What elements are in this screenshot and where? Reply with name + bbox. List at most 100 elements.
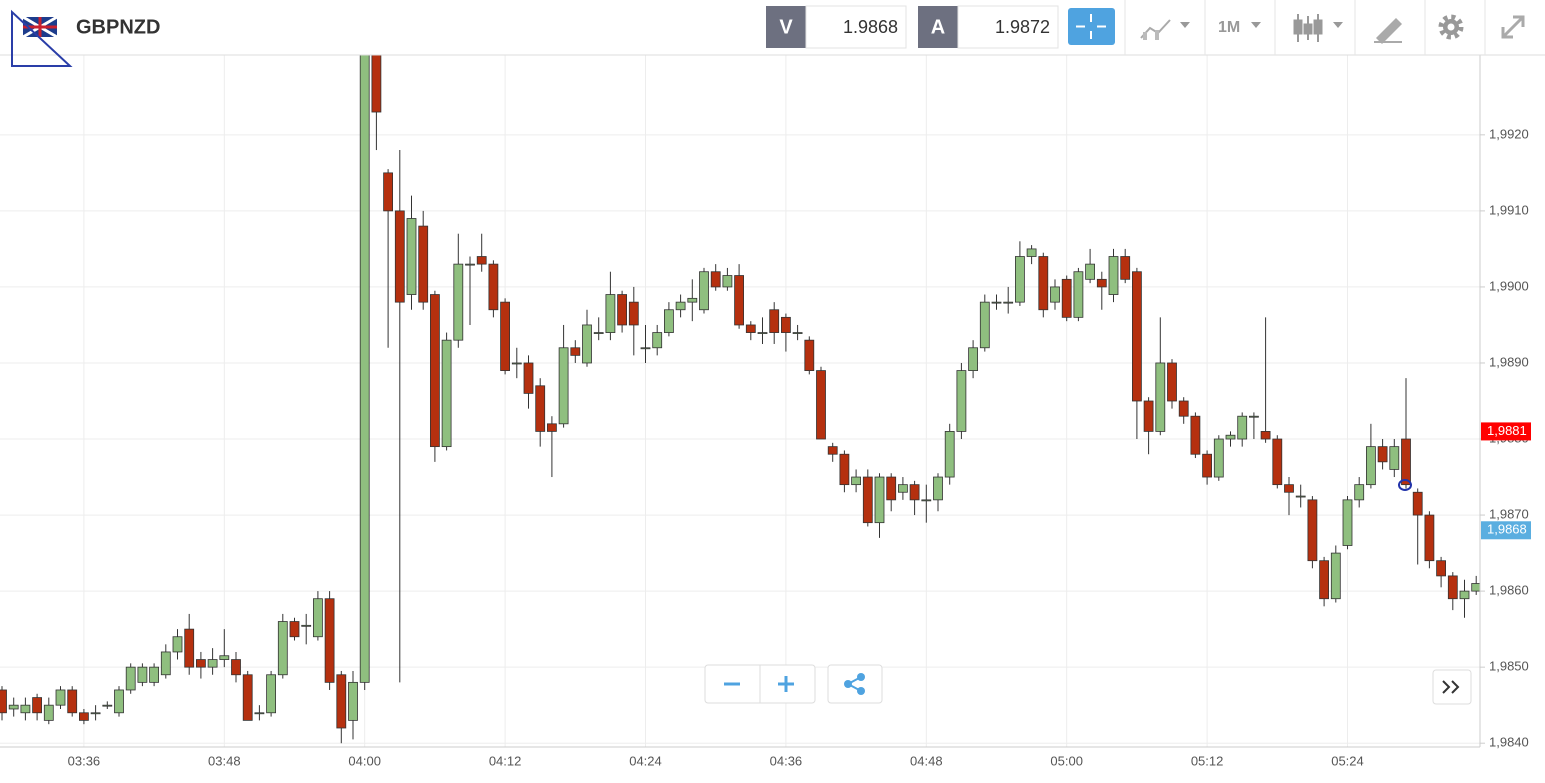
plot-area	[0, 55, 1480, 744]
candle-body	[675, 301, 686, 311]
drawing-tool-shape	[11, 9, 73, 67]
candle-body	[1026, 248, 1037, 257]
candle-body	[406, 218, 417, 295]
candle-body	[8, 704, 19, 710]
candle-body	[1319, 560, 1329, 600]
candle-body	[839, 453, 850, 486]
candle-body	[652, 332, 663, 349]
bid-box[interactable]	[805, 5, 907, 49]
x-tick-label: 04:24	[629, 753, 662, 768]
x-tick-label: 05:12	[1191, 753, 1224, 768]
x-tick-label: 04:36	[770, 753, 803, 768]
scroll-right-icon	[1442, 680, 1460, 694]
candle-body	[1167, 362, 1177, 402]
candle-body	[1354, 484, 1365, 501]
crosshair-button[interactable]	[1068, 8, 1115, 45]
candle-body	[570, 347, 581, 356]
timeframe[interactable]: 1M	[1218, 19, 1240, 36]
candle-body	[1096, 278, 1107, 288]
y-tick-label: 1,9840	[1489, 735, 1529, 750]
candle-body	[944, 431, 955, 478]
candle-body	[1447, 575, 1458, 600]
candle-body	[617, 294, 627, 326]
y-tick-label: 1,9860	[1489, 583, 1529, 598]
candle-body	[1143, 400, 1154, 432]
candle-body	[640, 347, 651, 350]
candle-style-button[interactable]	[1293, 14, 1343, 42]
candle-body	[1260, 431, 1271, 440]
candle-body	[254, 712, 265, 715]
candle-body	[827, 446, 838, 455]
candle-body	[149, 666, 160, 683]
chart-type-button[interactable]	[1140, 19, 1190, 40]
x-tick-label: 04:48	[910, 753, 943, 768]
candle-body	[1284, 484, 1294, 493]
drawing-button[interactable]	[1374, 18, 1402, 44]
candle-body	[1155, 362, 1166, 432]
candle-body	[558, 347, 569, 425]
ask-badge[interactable]	[918, 6, 958, 48]
candle-body	[79, 712, 89, 721]
candle-body	[1436, 560, 1446, 577]
candle-body	[781, 316, 791, 333]
scroll-right-button[interactable]	[1432, 669, 1472, 705]
timeframe-dropdown[interactable]	[1251, 22, 1261, 28]
candle-body	[0, 689, 7, 714]
candle-body	[429, 294, 440, 448]
candle-body	[745, 324, 756, 333]
candle-body	[1459, 590, 1470, 600]
candle-body	[67, 689, 78, 714]
settings-button[interactable]	[1438, 14, 1464, 40]
candle-body	[312, 598, 323, 638]
candle-body	[1412, 491, 1423, 516]
candle-body	[1424, 514, 1435, 562]
symbol: GBPNZD	[76, 16, 160, 38]
x-tick-label: 05:00	[1050, 753, 1083, 768]
candle-body	[851, 476, 861, 486]
candle-body	[394, 210, 405, 303]
candle-body	[547, 423, 557, 432]
x-tick-label: 04:00	[348, 753, 381, 768]
candle-body	[687, 297, 698, 303]
bid-badge[interactable]	[766, 6, 806, 48]
fullscreen-button[interactable]	[1501, 15, 1525, 39]
candle-body	[1225, 434, 1236, 440]
candle-body	[1038, 256, 1049, 311]
candle-body	[359, 55, 370, 683]
price-badge	[1481, 521, 1531, 540]
x-tick-label: 03:36	[68, 753, 101, 768]
share-button[interactable]	[827, 664, 883, 704]
ask-price: 1.9872	[995, 17, 1050, 37]
candle-body	[535, 385, 546, 432]
candle-body	[1202, 453, 1212, 478]
price-badge-label: 1,9868	[1487, 522, 1527, 537]
y-tick-label: 1,9900	[1489, 278, 1529, 293]
candle-body	[1389, 446, 1400, 470]
candle-body	[664, 309, 674, 333]
y-tick-label: 1,9920	[1489, 126, 1529, 141]
candle-body	[172, 636, 183, 653]
candle-body	[476, 256, 487, 265]
candle-body	[1377, 446, 1388, 463]
candle-body	[628, 301, 639, 326]
candle-body	[90, 712, 101, 715]
candle-body	[1330, 552, 1341, 600]
candle-body	[593, 332, 604, 334]
candle-body	[1132, 271, 1142, 402]
candle-body	[1015, 256, 1025, 303]
candle-body	[301, 624, 312, 627]
zoom-in-button[interactable]	[778, 676, 794, 692]
x-tick-label: 03:48	[208, 753, 241, 768]
candle-body	[991, 301, 1002, 304]
ask-label: A	[931, 16, 945, 38]
candle-body	[383, 172, 394, 212]
candle-body	[792, 332, 803, 334]
candle-body	[43, 704, 54, 721]
candle-body	[979, 301, 990, 349]
ask-box[interactable]	[957, 5, 1059, 49]
candle-body	[1401, 438, 1411, 486]
candle-body	[418, 225, 429, 303]
candle-body	[324, 598, 335, 683]
